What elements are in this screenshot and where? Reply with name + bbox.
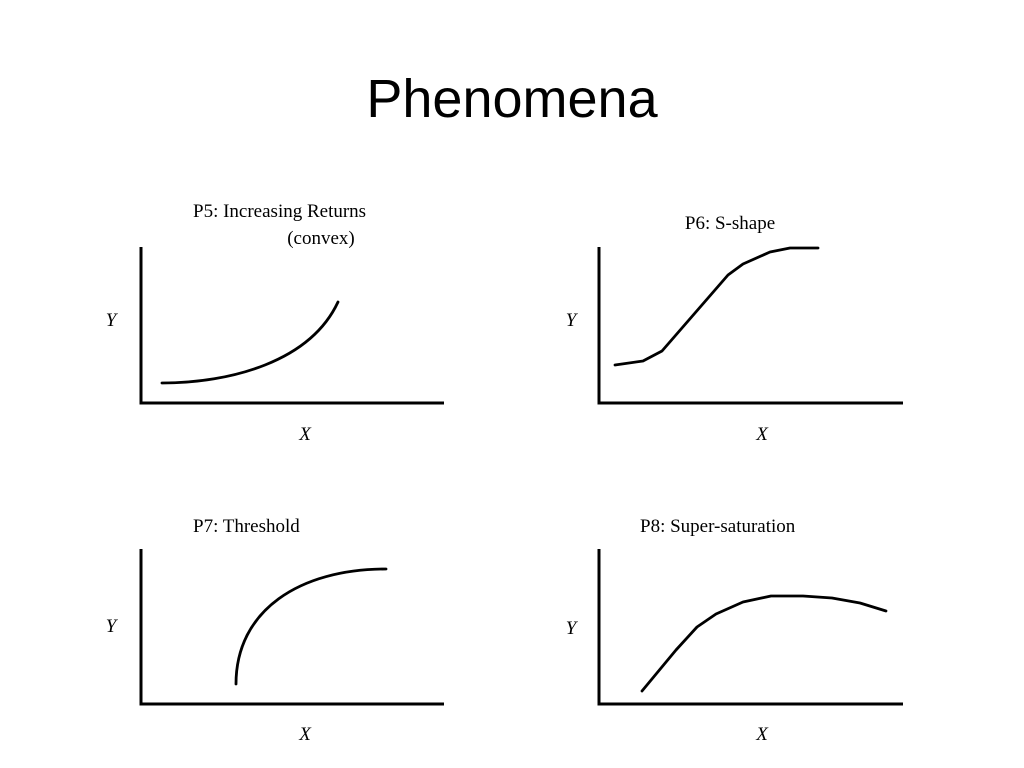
panel-title: P5: Increasing Returns: [193, 201, 366, 222]
panel-title: P7: Threshold: [193, 516, 300, 537]
panel-title: P8: Super-saturation: [640, 516, 796, 537]
axes: [597, 247, 903, 405]
panel-title: (convex): [287, 228, 355, 249]
slide-title: Phenomena: [366, 69, 658, 129]
y-label: Y: [566, 310, 579, 331]
curve: [160, 300, 340, 385]
axes: [139, 247, 444, 405]
panel-title: P6: S-shape: [685, 213, 775, 234]
y-label: Y: [106, 616, 119, 637]
x-label: X: [298, 424, 312, 445]
y-label: Y: [106, 310, 119, 331]
curve: [613, 246, 820, 367]
x-label: X: [755, 724, 769, 745]
axes: [139, 549, 444, 706]
axes: [597, 549, 903, 706]
x-label: X: [298, 724, 312, 745]
x-label: X: [755, 424, 769, 445]
y-label: Y: [566, 618, 579, 639]
curve: [640, 594, 888, 693]
curve: [234, 567, 388, 686]
